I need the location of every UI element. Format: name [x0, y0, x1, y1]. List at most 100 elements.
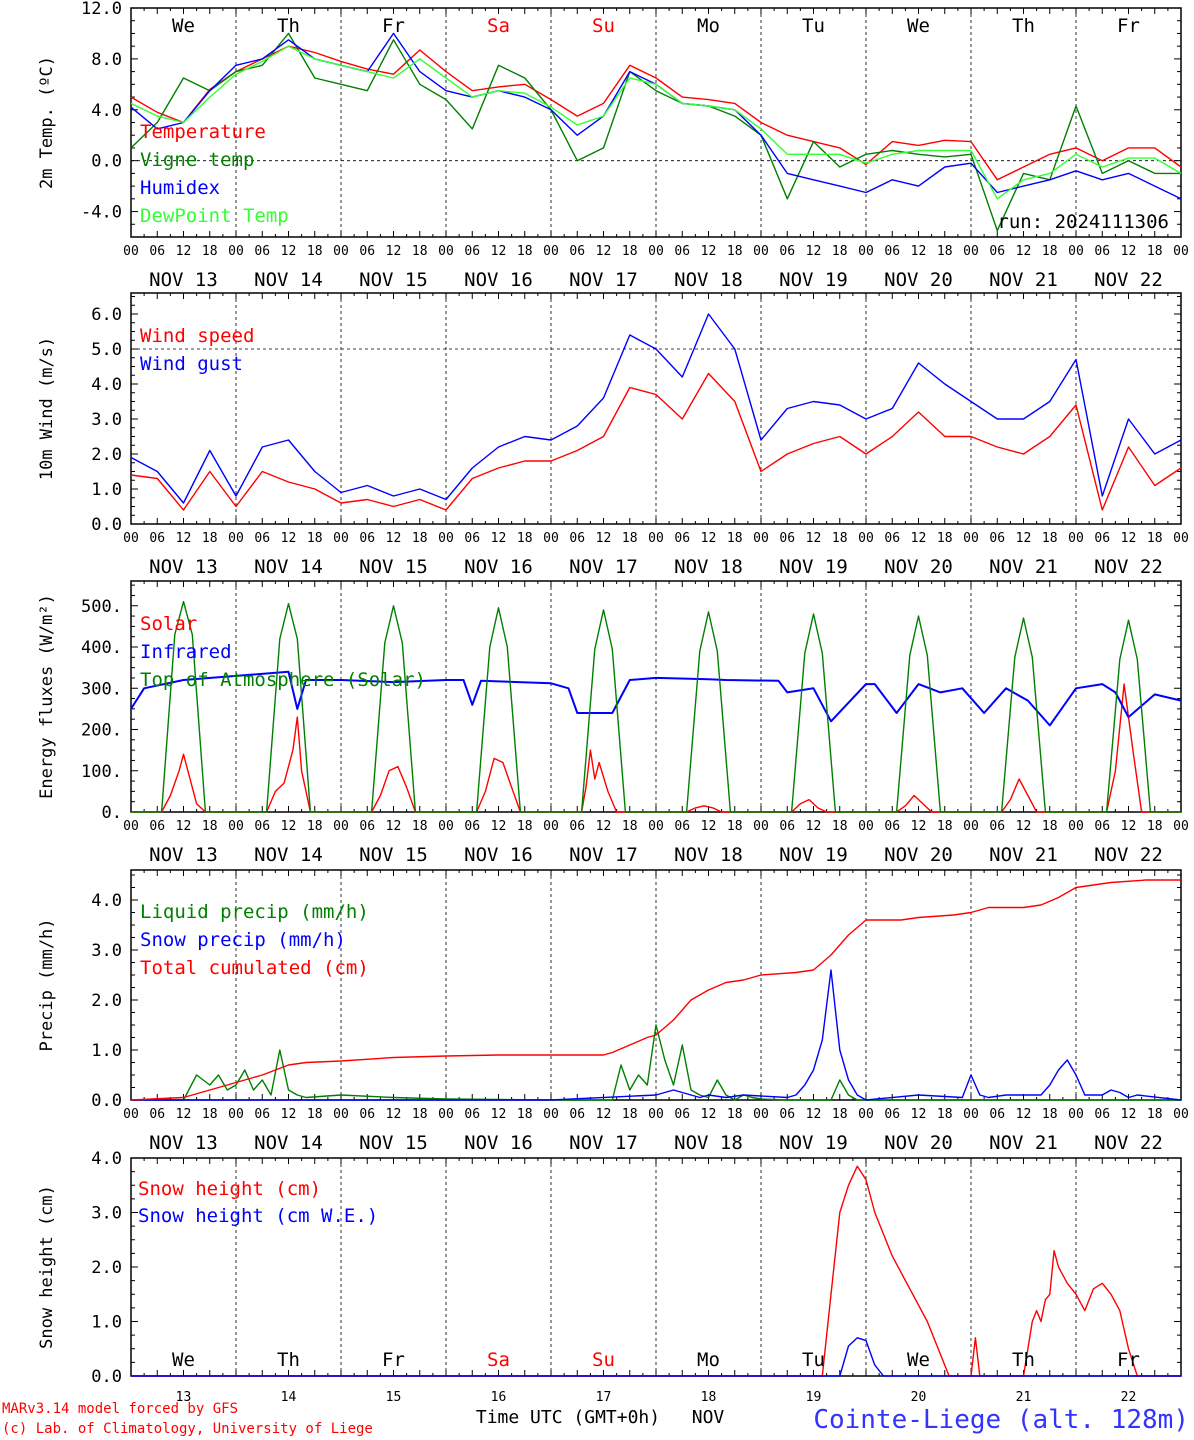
- date-label: NOV 17: [569, 269, 638, 291]
- hour-tick-label: 06: [149, 819, 165, 834]
- date-label: NOV 20: [884, 269, 953, 291]
- hour-tick-label: 18: [727, 1107, 743, 1122]
- date-label: NOV 13: [149, 1132, 218, 1154]
- hour-tick-label: 12: [596, 1107, 612, 1122]
- date-label: NOV 16: [464, 1132, 533, 1154]
- weekday-label: Fr: [1117, 1349, 1140, 1371]
- y-tick-label: 4.0: [91, 891, 122, 911]
- hour-tick-label: 00: [648, 244, 664, 259]
- legend-entry: Humidex: [140, 177, 220, 199]
- weekday-label: Fr: [1117, 15, 1140, 37]
- hour-tick-label: 18: [937, 244, 953, 259]
- hour-tick-label: 00: [858, 244, 874, 259]
- date-label: NOV 18: [674, 844, 743, 866]
- station-name: Cointe-Liege (alt. 128m): [813, 1405, 1189, 1435]
- hour-tick-label: 06: [464, 1107, 480, 1122]
- hour-tick-label: 18: [412, 531, 428, 546]
- date-label: NOV 18: [674, 269, 743, 291]
- hour-tick-label: 12: [701, 244, 717, 259]
- hour-tick-label: 00: [753, 244, 769, 259]
- hour-tick-label: 12: [806, 531, 822, 546]
- hour-tick-label: 00: [963, 819, 979, 834]
- hour-tick-label: 00: [648, 819, 664, 834]
- hour-tick-label: 12: [911, 531, 927, 546]
- hour-tick-label: 00: [753, 819, 769, 834]
- date-label: NOV 15: [359, 1132, 428, 1154]
- series-line: [131, 1337, 1181, 1377]
- credit-line-2: (c) Lab. of Climatology, University of L…: [2, 1421, 373, 1437]
- hour-tick-label: 00: [1173, 244, 1189, 259]
- date-label: NOV 21: [989, 1132, 1058, 1154]
- day-number-label: 18: [701, 1390, 717, 1405]
- hour-tick-label: 12: [701, 819, 717, 834]
- hour-tick-label: 18: [307, 1107, 323, 1122]
- series-line: [130, 670, 1182, 727]
- hour-tick-label: 00: [963, 244, 979, 259]
- hour-tick-label: 12: [911, 244, 927, 259]
- hour-tick-label: 00: [543, 531, 559, 546]
- hour-tick-label: 12: [281, 819, 297, 834]
- hour-tick-label: 00: [1173, 531, 1189, 546]
- hour-tick-label: 18: [517, 819, 533, 834]
- series-line: [130, 32, 1181, 232]
- date-label: NOV 19: [779, 269, 848, 291]
- legend-entry: Top of Atmosphere (Solar): [140, 669, 426, 691]
- y-tick-label: 0.0: [91, 1367, 122, 1387]
- hour-tick-label: 00: [228, 244, 244, 259]
- y-tick-label: 2.0: [91, 445, 122, 465]
- date-label: NOV 14: [254, 556, 323, 578]
- weekday-label: Th: [1012, 1349, 1035, 1371]
- date-label: NOV 16: [464, 269, 533, 291]
- weekday-label: We: [907, 1349, 930, 1371]
- date-label: NOV 22: [1094, 844, 1163, 866]
- hour-tick-label: 06: [149, 1107, 165, 1122]
- date-label: NOV 17: [569, 556, 638, 578]
- y-tick-label: 1.0: [91, 480, 122, 500]
- hour-tick-label: 06: [884, 1107, 900, 1122]
- hour-tick-label: 18: [202, 531, 218, 546]
- hour-tick-label: 06: [884, 244, 900, 259]
- hour-tick-label: 00: [858, 531, 874, 546]
- hour-tick-label: 18: [832, 531, 848, 546]
- hour-tick-label: 12: [911, 819, 927, 834]
- hour-tick-label: 00: [123, 819, 139, 834]
- hour-tick-label: 12: [491, 531, 507, 546]
- hour-tick-label: 18: [307, 531, 323, 546]
- y-tick-label: 0.0: [91, 152, 122, 172]
- legend-entry: Snow height (cm W.E.): [138, 1205, 378, 1227]
- weekday-label: We: [907, 15, 930, 37]
- hour-tick-label: 06: [1094, 819, 1110, 834]
- date-label: NOV 13: [149, 844, 218, 866]
- day-number-label: 19: [806, 1390, 822, 1405]
- hour-tick-label: 18: [832, 819, 848, 834]
- footer: MARv3.14 model forced by GFS (c) Lab. of …: [2, 1401, 1189, 1437]
- panel-wind: 0.0 1.0 2.0 3.0 4.0 5.0 6.0 10m Wind (m/s) 00 06 1…: [37, 292, 1189, 578]
- y-tick-label: 2.0: [91, 991, 122, 1011]
- y-tick-label: 5.0: [91, 340, 122, 360]
- weekday-label: Tu: [802, 15, 825, 37]
- legend-entry: Solar: [140, 613, 197, 635]
- hour-tick-label: 18: [937, 531, 953, 546]
- hour-tick-label: 12: [1016, 819, 1032, 834]
- hour-tick-label: 00: [648, 531, 664, 546]
- hour-tick-label: 06: [674, 1107, 690, 1122]
- hour-tick-label: 18: [727, 819, 743, 834]
- hour-tick-label: 00: [438, 531, 454, 546]
- hour-tick-label: 00: [333, 244, 349, 259]
- date-label: NOV 16: [464, 844, 533, 866]
- hour-tick-label: 00: [543, 819, 559, 834]
- date-label: NOV 22: [1094, 556, 1163, 578]
- weekday-label: Th: [277, 15, 300, 37]
- hour-tick-label: 06: [674, 244, 690, 259]
- hour-tick-label: 06: [1094, 1107, 1110, 1122]
- hour-tick-label: 18: [1042, 244, 1058, 259]
- hour-tick-label: 18: [937, 1107, 953, 1122]
- credit-line-1: MARv3.14 model forced by GFS: [2, 1401, 238, 1417]
- hour-tick-label: 06: [884, 819, 900, 834]
- series-line: [130, 372, 1182, 511]
- hour-tick-label: 18: [202, 244, 218, 259]
- y-tick-label: 200.: [81, 721, 122, 741]
- hour-tick-label: 06: [569, 1107, 585, 1122]
- hour-tick-label: 06: [989, 1107, 1005, 1122]
- date-label: NOV 22: [1094, 269, 1163, 291]
